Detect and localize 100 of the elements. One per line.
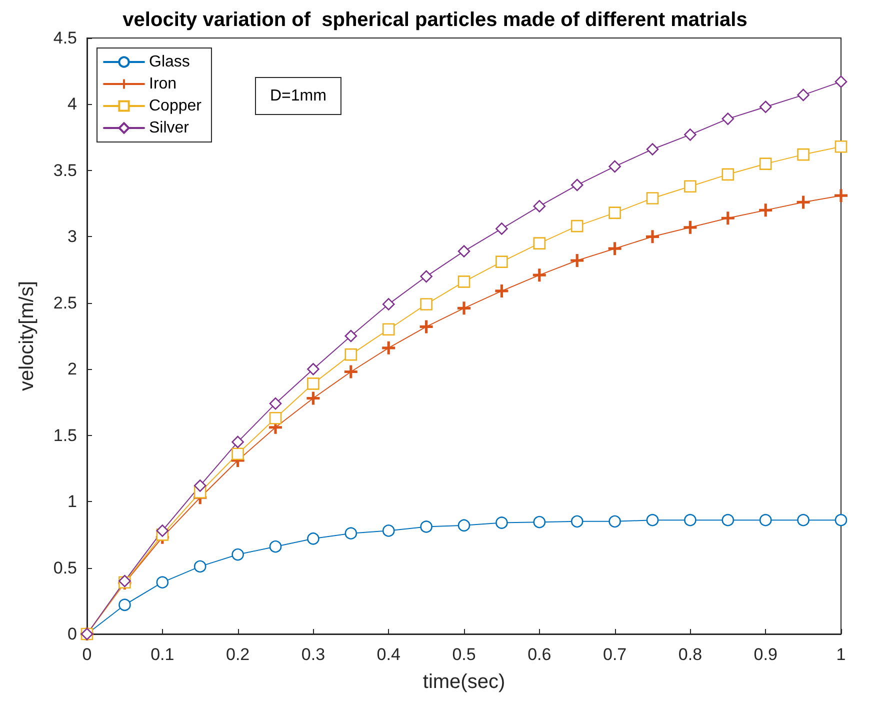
point	[382, 524, 395, 537]
point	[458, 519, 470, 532]
point	[194, 480, 206, 492]
y-tick-label: 0	[68, 624, 77, 644]
y-tick-label: 3.5	[53, 160, 77, 180]
point	[759, 158, 772, 170]
point	[420, 298, 432, 310]
legend-label: Silver	[149, 120, 190, 136]
point	[118, 598, 131, 612]
point	[232, 448, 244, 460]
point	[684, 220, 697, 234]
point	[307, 378, 320, 390]
y-tick-label: 1.5	[53, 426, 77, 445]
point	[646, 230, 659, 244]
y-tick-label: 0.5	[53, 558, 77, 578]
point	[722, 514, 734, 526]
point	[496, 516, 508, 529]
point	[344, 348, 358, 361]
point	[344, 365, 358, 378]
point	[570, 254, 584, 268]
y-tick-label: 4	[68, 94, 77, 114]
point	[420, 270, 432, 283]
point	[796, 196, 810, 209]
point	[722, 168, 734, 181]
x-tick-label: 0.2	[226, 645, 250, 664]
point	[834, 76, 848, 88]
legend-label: Iron	[149, 76, 177, 92]
point	[684, 180, 696, 192]
point	[533, 200, 546, 212]
x-tick-label: 0.6	[528, 645, 552, 664]
point	[834, 140, 848, 153]
point	[646, 192, 659, 204]
point	[382, 323, 395, 336]
point	[834, 514, 848, 526]
point	[608, 515, 621, 528]
x-tick-label: 0.3	[301, 645, 326, 664]
point	[495, 284, 508, 298]
point	[307, 362, 320, 376]
x-tick-label: 1	[836, 645, 846, 664]
chart-title: velocity variation of spherical particles made of different matrials	[122, 9, 748, 31]
point	[306, 392, 320, 405]
point	[382, 341, 396, 354]
point	[307, 532, 320, 545]
y-tick-label: 4.5	[53, 28, 77, 48]
point	[684, 514, 696, 526]
point	[496, 256, 508, 268]
point	[156, 576, 169, 588]
point	[458, 302, 470, 315]
point	[232, 436, 244, 448]
point	[608, 160, 621, 173]
point	[532, 268, 546, 282]
x-tick-label: 0.8	[678, 645, 702, 664]
point	[269, 397, 282, 410]
point	[458, 245, 470, 258]
point	[533, 237, 546, 250]
y-tick-label: 2.5	[53, 293, 77, 312]
x-tick-label: 0.5	[452, 645, 476, 664]
point	[232, 548, 244, 561]
point	[646, 143, 659, 156]
point	[646, 514, 659, 526]
point	[684, 128, 696, 141]
legend-label: Glass	[149, 54, 190, 70]
point	[570, 178, 584, 192]
x-tick-label: 0.4	[376, 645, 400, 664]
point	[344, 330, 358, 342]
x-tick-label: 0	[82, 645, 92, 664]
point	[156, 524, 169, 537]
point	[608, 206, 621, 219]
point	[608, 242, 622, 256]
point	[570, 220, 584, 232]
point	[759, 514, 772, 526]
point	[344, 527, 358, 540]
legend-label: Copper	[149, 98, 202, 114]
point	[420, 320, 433, 334]
annotation: D=1mm	[270, 88, 326, 104]
point	[570, 515, 584, 528]
x-tick-label: 0.9	[754, 645, 778, 664]
point	[382, 298, 395, 310]
point	[834, 189, 848, 202]
point	[797, 148, 810, 161]
point	[721, 212, 734, 225]
point	[420, 520, 432, 533]
y-axis-title: velocity[m/s]	[16, 280, 38, 392]
y-tick-label: 1	[68, 492, 77, 512]
y-tick-label: 2	[68, 360, 77, 379]
x-axis-title: time(sec)	[422, 671, 506, 693]
point	[269, 540, 282, 553]
point	[533, 516, 546, 528]
point	[797, 88, 810, 102]
point	[194, 560, 206, 573]
point	[496, 222, 508, 235]
point	[759, 100, 772, 114]
point	[797, 514, 810, 526]
x-tick-label: 0.7	[602, 645, 627, 664]
x-tick-label: 0.1	[150, 645, 174, 664]
point	[269, 412, 282, 424]
y-tick-label: 3	[68, 227, 77, 246]
point	[759, 204, 772, 217]
point	[458, 276, 470, 288]
point	[722, 112, 734, 125]
